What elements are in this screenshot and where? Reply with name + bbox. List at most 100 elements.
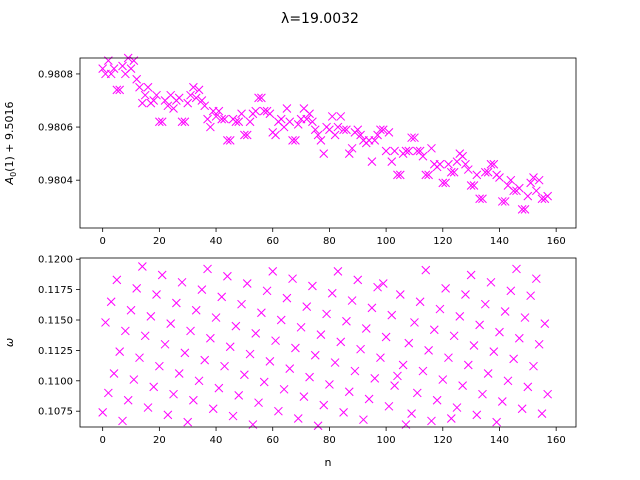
data-point-marker (126, 305, 136, 315)
y-tick-label: 0.1150 (38, 316, 73, 327)
data-point-marker (449, 167, 459, 177)
y-axis-label: ω (3, 338, 16, 347)
data-point-marker (245, 349, 255, 359)
data-point-marker (526, 291, 536, 301)
data-point-marker (169, 389, 178, 399)
data-point-marker (138, 98, 147, 108)
data-point-marker (288, 135, 297, 145)
bottom-panel: 0 20 40 60 80 100 120 140 160 0.1075 0.1100 0.1125 0… (3, 255, 577, 469)
data-point-marker (208, 404, 218, 414)
data-point-marker (455, 312, 465, 321)
data-point-marker (296, 322, 306, 332)
axes-frame (79, 57, 577, 229)
data-point-marker (310, 125, 320, 135)
y-tick-label: 0.9804 (38, 176, 73, 187)
data-point-marker (285, 364, 295, 373)
data-point-marker (489, 347, 499, 356)
data-point-marker (325, 380, 334, 389)
y-axis-label: A0(1) + 9.5016 (3, 102, 18, 186)
data-point-marker (293, 120, 303, 129)
data-point-marker (537, 194, 547, 204)
data-point-marker (424, 170, 433, 180)
figure-title: λ=19.0032 (281, 11, 359, 27)
data-point-marker (234, 391, 244, 400)
data-point-marker (197, 285, 207, 294)
data-point-marker (458, 151, 467, 161)
data-point-marker (166, 319, 176, 329)
data-point-marker (523, 191, 533, 201)
data-point-marker (313, 421, 323, 431)
data-point-marker (180, 348, 190, 358)
data-point-marker (534, 175, 544, 185)
data-point-marker (370, 135, 380, 145)
data-point-marker (157, 270, 167, 280)
data-point-marker (112, 275, 122, 285)
data-point-marker (472, 410, 482, 420)
data-point-marker (398, 360, 408, 370)
data-point-marker (537, 409, 547, 418)
x-tick-label: 0 (99, 236, 105, 247)
data-point-marker (415, 146, 425, 156)
data-point-marker (197, 96, 207, 105)
data-point-marker (395, 170, 405, 180)
data-point-marker (169, 104, 178, 113)
data-point-marker (118, 61, 127, 71)
data-point-marker (259, 106, 269, 116)
data-point-marker (336, 112, 346, 121)
data-point-marker (463, 165, 473, 174)
x-tick-label: 60 (266, 435, 279, 446)
data-point-marker (174, 369, 184, 378)
data-point-marker (480, 299, 490, 309)
data-point-marker (194, 376, 204, 386)
data-point-marker (393, 170, 402, 180)
x-tick-label: 120 (433, 236, 452, 247)
data-point-marker (327, 288, 337, 298)
data-point-marker (353, 275, 363, 285)
data-point-marker (384, 401, 394, 411)
data-point-marker (432, 395, 442, 405)
data-point-marker (435, 304, 445, 314)
data-point-marker (444, 159, 453, 169)
data-point-marker (509, 186, 518, 196)
data-point-marker (339, 125, 348, 135)
data-point-marker (265, 109, 275, 119)
data-point-marker (475, 194, 484, 204)
data-point-marker (316, 135, 326, 145)
data-point-marker (429, 325, 439, 335)
data-point-marker (240, 130, 249, 140)
data-point-marker (441, 178, 450, 188)
x-tick-label: 120 (433, 435, 452, 446)
data-point-marker (282, 104, 292, 113)
data-point-marker (395, 290, 405, 299)
data-point-marker (344, 387, 354, 397)
y-tick-label: 0.1125 (38, 346, 73, 357)
data-point-marker (242, 130, 252, 140)
data-point-marker (466, 181, 476, 190)
y-axis-label-main: A (3, 177, 16, 186)
data-point-marker (138, 262, 147, 271)
x-tick-label: 160 (547, 435, 566, 446)
data-point-marker (446, 167, 456, 177)
data-point-marker (251, 106, 261, 116)
data-point-marker (223, 271, 232, 281)
data-point-marker (177, 117, 187, 127)
data-point-marker (282, 293, 292, 303)
data-point-marker (356, 130, 365, 140)
data-point-marker (285, 117, 295, 127)
data-point-marker (497, 397, 507, 406)
data-point-marker (407, 409, 416, 418)
data-point-marker (257, 308, 266, 318)
data-point-marker (223, 135, 232, 145)
data-point-marker (424, 346, 433, 355)
data-point-marker (410, 133, 419, 143)
x-tick-label: 0 (99, 435, 105, 446)
data-point-marker (506, 286, 516, 296)
y-tick-label: 0.1200 (38, 255, 73, 266)
data-point-marker (313, 130, 323, 140)
data-point-marker (305, 372, 314, 382)
data-point-marker (288, 274, 297, 284)
data-point-marker (387, 310, 397, 320)
data-point-marker (152, 90, 161, 100)
data-point-marker (378, 125, 388, 135)
